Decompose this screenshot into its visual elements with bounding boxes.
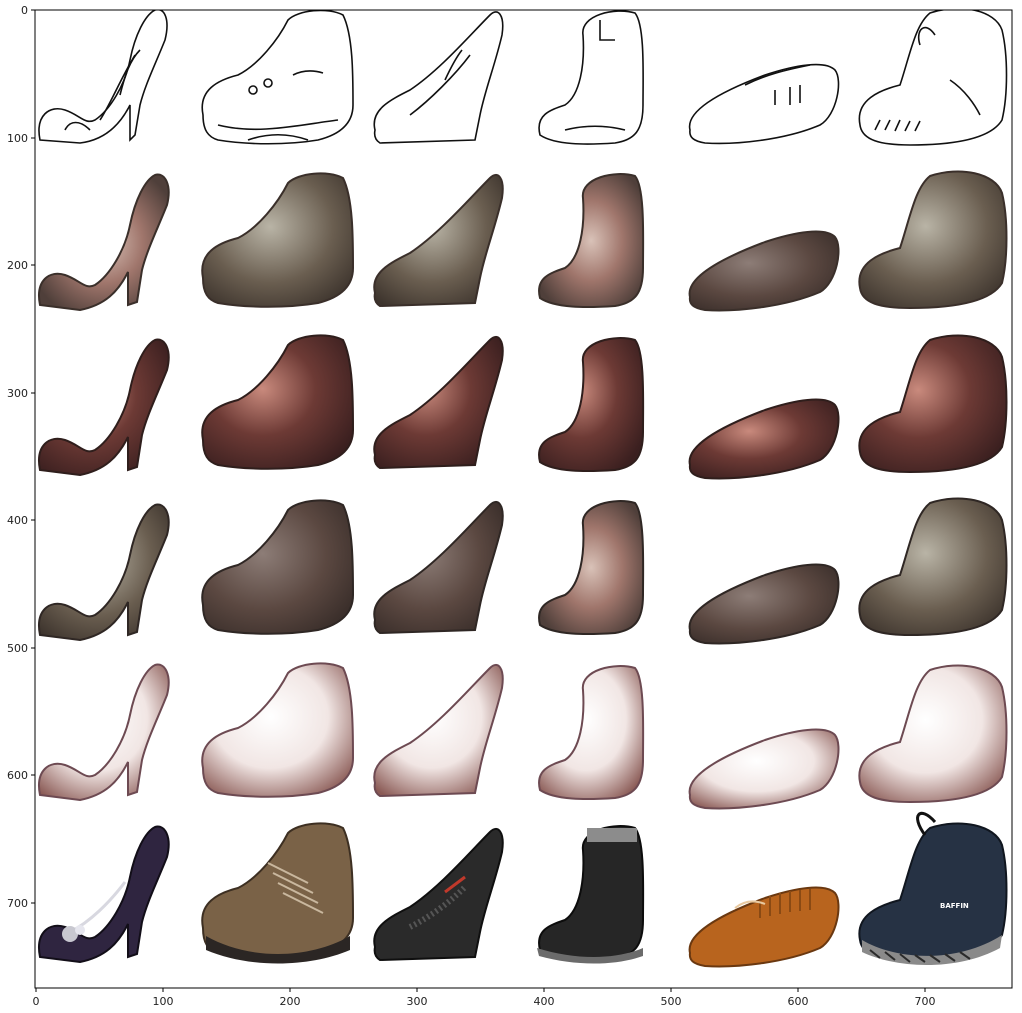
photo-moccasin [688,886,840,968]
x-axis: 0 100 200 300 400 500 600 700 [33,988,936,1008]
y-tick-label: 400 [7,514,28,527]
photo-ankle-boot [537,825,645,964]
x-tick-label: 500 [661,995,682,1008]
y-tick-label: 500 [7,642,28,655]
photo-bootie: BAFFIN [858,811,1008,966]
y-tick-label: 700 [7,897,28,910]
x-tick-label: 200 [280,995,301,1008]
brand-logo: BAFFIN [940,902,969,910]
x-tick-label: 0 [33,995,40,1008]
x-tick-label: 400 [534,995,555,1008]
y-tick-label: 0 [21,4,28,17]
y-tick-label: 200 [7,259,28,272]
y-tick-label: 600 [7,769,28,782]
photo-stiletto [38,825,170,963]
y-tick-label: 100 [7,132,28,145]
photo-hiking-boot [201,822,354,964]
x-tick-label: 100 [153,995,174,1008]
axes-frame [34,9,1013,989]
y-axis: 0 100 200 300 400 500 600 700 [7,4,35,910]
x-tick-label: 700 [915,995,936,1008]
photo-row: BAFFIN [38,811,1008,968]
y-tick-label: 300 [7,387,28,400]
x-tick-label: 600 [788,995,809,1008]
photo-pump [373,827,504,961]
x-tick-label: 300 [407,995,428,1008]
image-plot-area [35,10,1012,988]
